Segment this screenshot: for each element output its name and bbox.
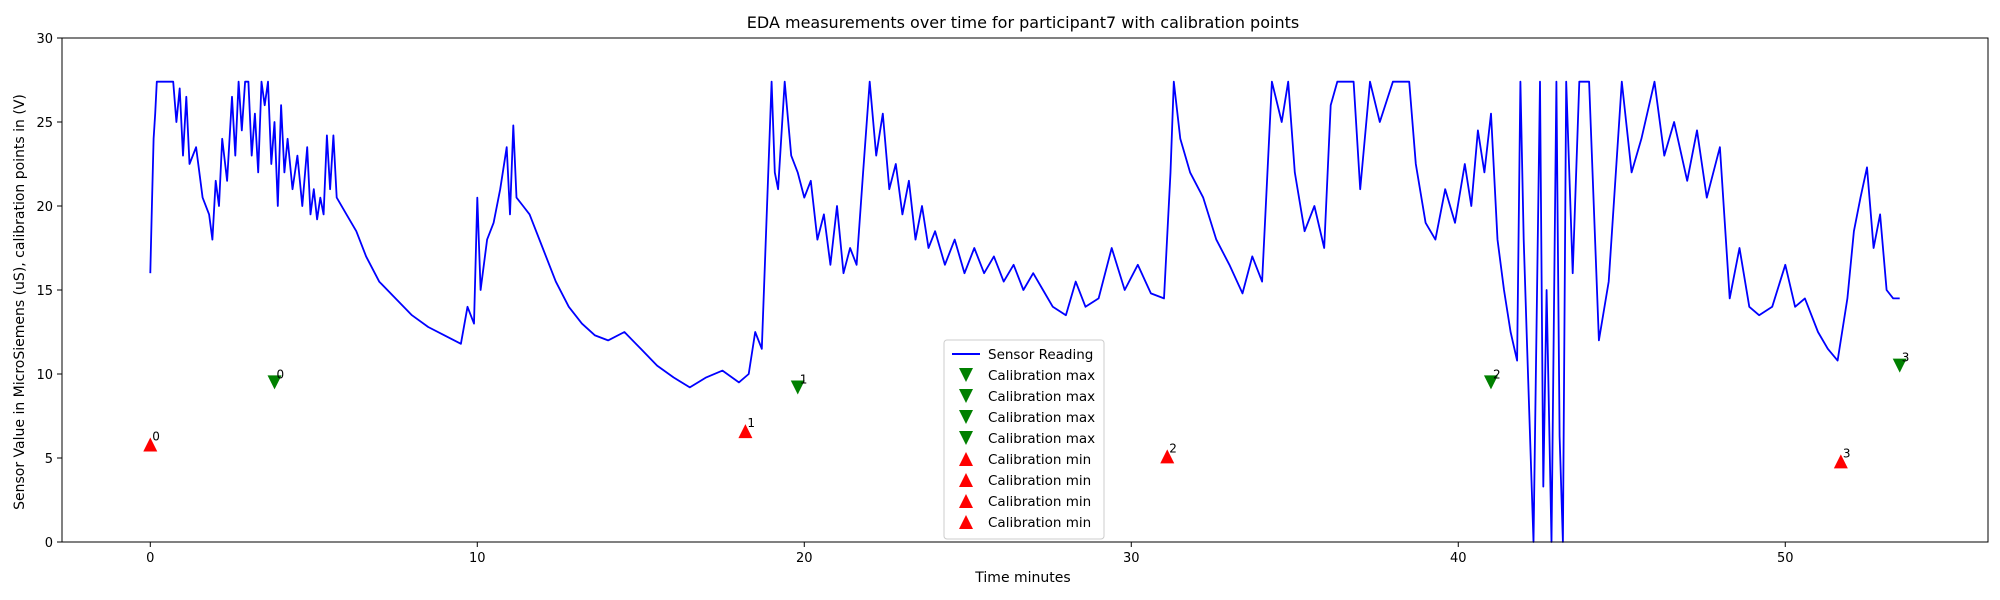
x-tick-label: 20 — [796, 551, 813, 566]
calibration-min-marker — [738, 424, 753, 439]
y-tick-label: 0 — [45, 536, 53, 551]
legend-marker-swatch — [959, 368, 973, 382]
x-tick-label: 30 — [1123, 551, 1140, 566]
x-tick-label: 0 — [146, 551, 154, 566]
legend-label: Calibration max — [988, 410, 1095, 426]
legend-marker-swatch — [959, 494, 973, 508]
legend-label: Calibration min — [988, 515, 1091, 531]
calibration-max-label: 2 — [1493, 367, 1501, 381]
x-tick-label: 50 — [1777, 551, 1794, 566]
legend-marker-swatch — [959, 452, 973, 466]
legend-label: Calibration max — [988, 431, 1095, 447]
y-tick-label: 30 — [36, 32, 53, 47]
calibration-max-label: 1 — [800, 372, 808, 386]
chart-title: EDA measurements over time for participa… — [747, 13, 1299, 32]
legend-marker-swatch — [959, 515, 973, 529]
legend-marker-swatch — [959, 389, 973, 403]
y-tick-label: 10 — [36, 368, 53, 383]
x-tick-label: 10 — [469, 551, 486, 566]
calibration-max-marker — [1483, 375, 1498, 390]
legend-label: Calibration max — [988, 389, 1095, 405]
x-axis-label: Time minutes — [974, 570, 1070, 586]
legend-label: Calibration min — [988, 473, 1091, 489]
calibration-min-marker — [143, 437, 158, 452]
x-tick-label: 40 — [1450, 551, 1467, 566]
legend: Sensor Reading Calibration max Calibration… — [943, 339, 1105, 540]
legend-marker-swatch — [959, 473, 973, 487]
calibration-min-label: 2 — [1169, 441, 1177, 455]
legend-label: Calibration max — [988, 368, 1095, 384]
calibration-min-label: 0 — [152, 430, 160, 444]
calibration-min-marker — [1833, 454, 1848, 469]
legend-marker-swatch — [959, 431, 973, 445]
sensor-reading-line — [149, 80, 1900, 543]
legend-label: Calibration min — [988, 452, 1091, 468]
calibration-max-marker — [267, 375, 282, 390]
calibration-max-marker — [790, 380, 805, 395]
calibration-min-label: 1 — [747, 416, 755, 430]
legend-box — [943, 339, 1105, 540]
calibration-min-marker — [1160, 449, 1175, 464]
y-tick-label: 20 — [36, 200, 53, 215]
legend-label: Sensor Reading — [988, 347, 1093, 363]
calibration-max-label: 0 — [277, 367, 285, 381]
y-tick-label: 25 — [36, 116, 53, 131]
y-axis-label: Sensor Value in MicroSiemens (uS), calib… — [12, 94, 28, 510]
calibration-min-label: 3 — [1843, 446, 1851, 460]
legend-label: Calibration min — [988, 494, 1091, 510]
y-tick-label: 15 — [36, 284, 53, 299]
legend-marker-swatch — [959, 410, 973, 424]
y-tick-label: 5 — [45, 452, 53, 467]
calibration-max-marker — [1892, 358, 1907, 373]
calibration-max-label: 3 — [1902, 351, 1910, 365]
